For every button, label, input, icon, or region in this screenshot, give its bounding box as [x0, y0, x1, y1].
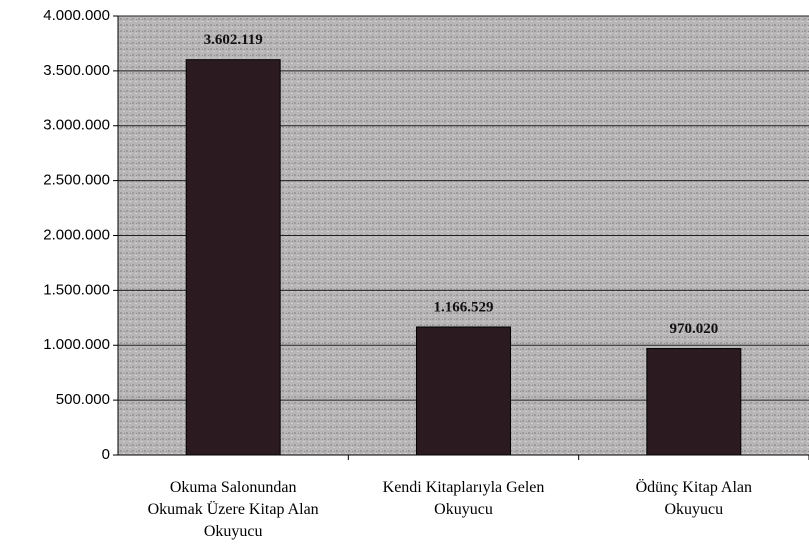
x-tick-label-line: Okuyucu	[665, 501, 724, 518]
x-tick-label: Ödünç Kitap Alan Okuyucu	[636, 478, 752, 518]
y-tick-label: 500.000	[56, 391, 110, 408]
x-tick-label-line: Okumak Üzere Kitap Alan	[148, 500, 319, 518]
bar	[185, 59, 281, 456]
x-tick-label-line: Okuyucu	[434, 501, 493, 518]
x-tick-label-line: Ödünç Kitap Alan	[636, 478, 752, 496]
y-tick-label: 1.500.000	[43, 281, 110, 298]
x-tick-label-line: Okuyucu	[204, 523, 263, 540]
y-tick-label: 4.000.000	[43, 7, 110, 24]
x-tick-label: Okuma Salonundan Okumak Üzere Kitap Alan O…	[148, 479, 319, 540]
x-tick-label-line: Okuma Salonundan	[170, 479, 297, 496]
y-tick-label: 3.500.000	[43, 62, 110, 79]
x-tick-label-line: Kendi Kitaplarıyla Gelen	[383, 479, 545, 496]
value-label: 970.020	[669, 321, 718, 337]
y-tick-label: 2.500.000	[43, 172, 110, 189]
y-tick-label: 1.000.000	[43, 336, 110, 353]
y-tick-label: 3.000.000	[43, 117, 110, 134]
x-tick-label: Kendi Kitaplarıyla Gelen Okuyucu	[383, 479, 545, 518]
value-label: 1.166.529	[434, 299, 494, 315]
value-label: 3.602.119	[204, 32, 263, 48]
bar	[416, 326, 511, 456]
bar	[646, 348, 742, 456]
y-tick-label: 2.000.000	[43, 226, 110, 243]
y-tick-label: 0	[102, 446, 110, 463]
